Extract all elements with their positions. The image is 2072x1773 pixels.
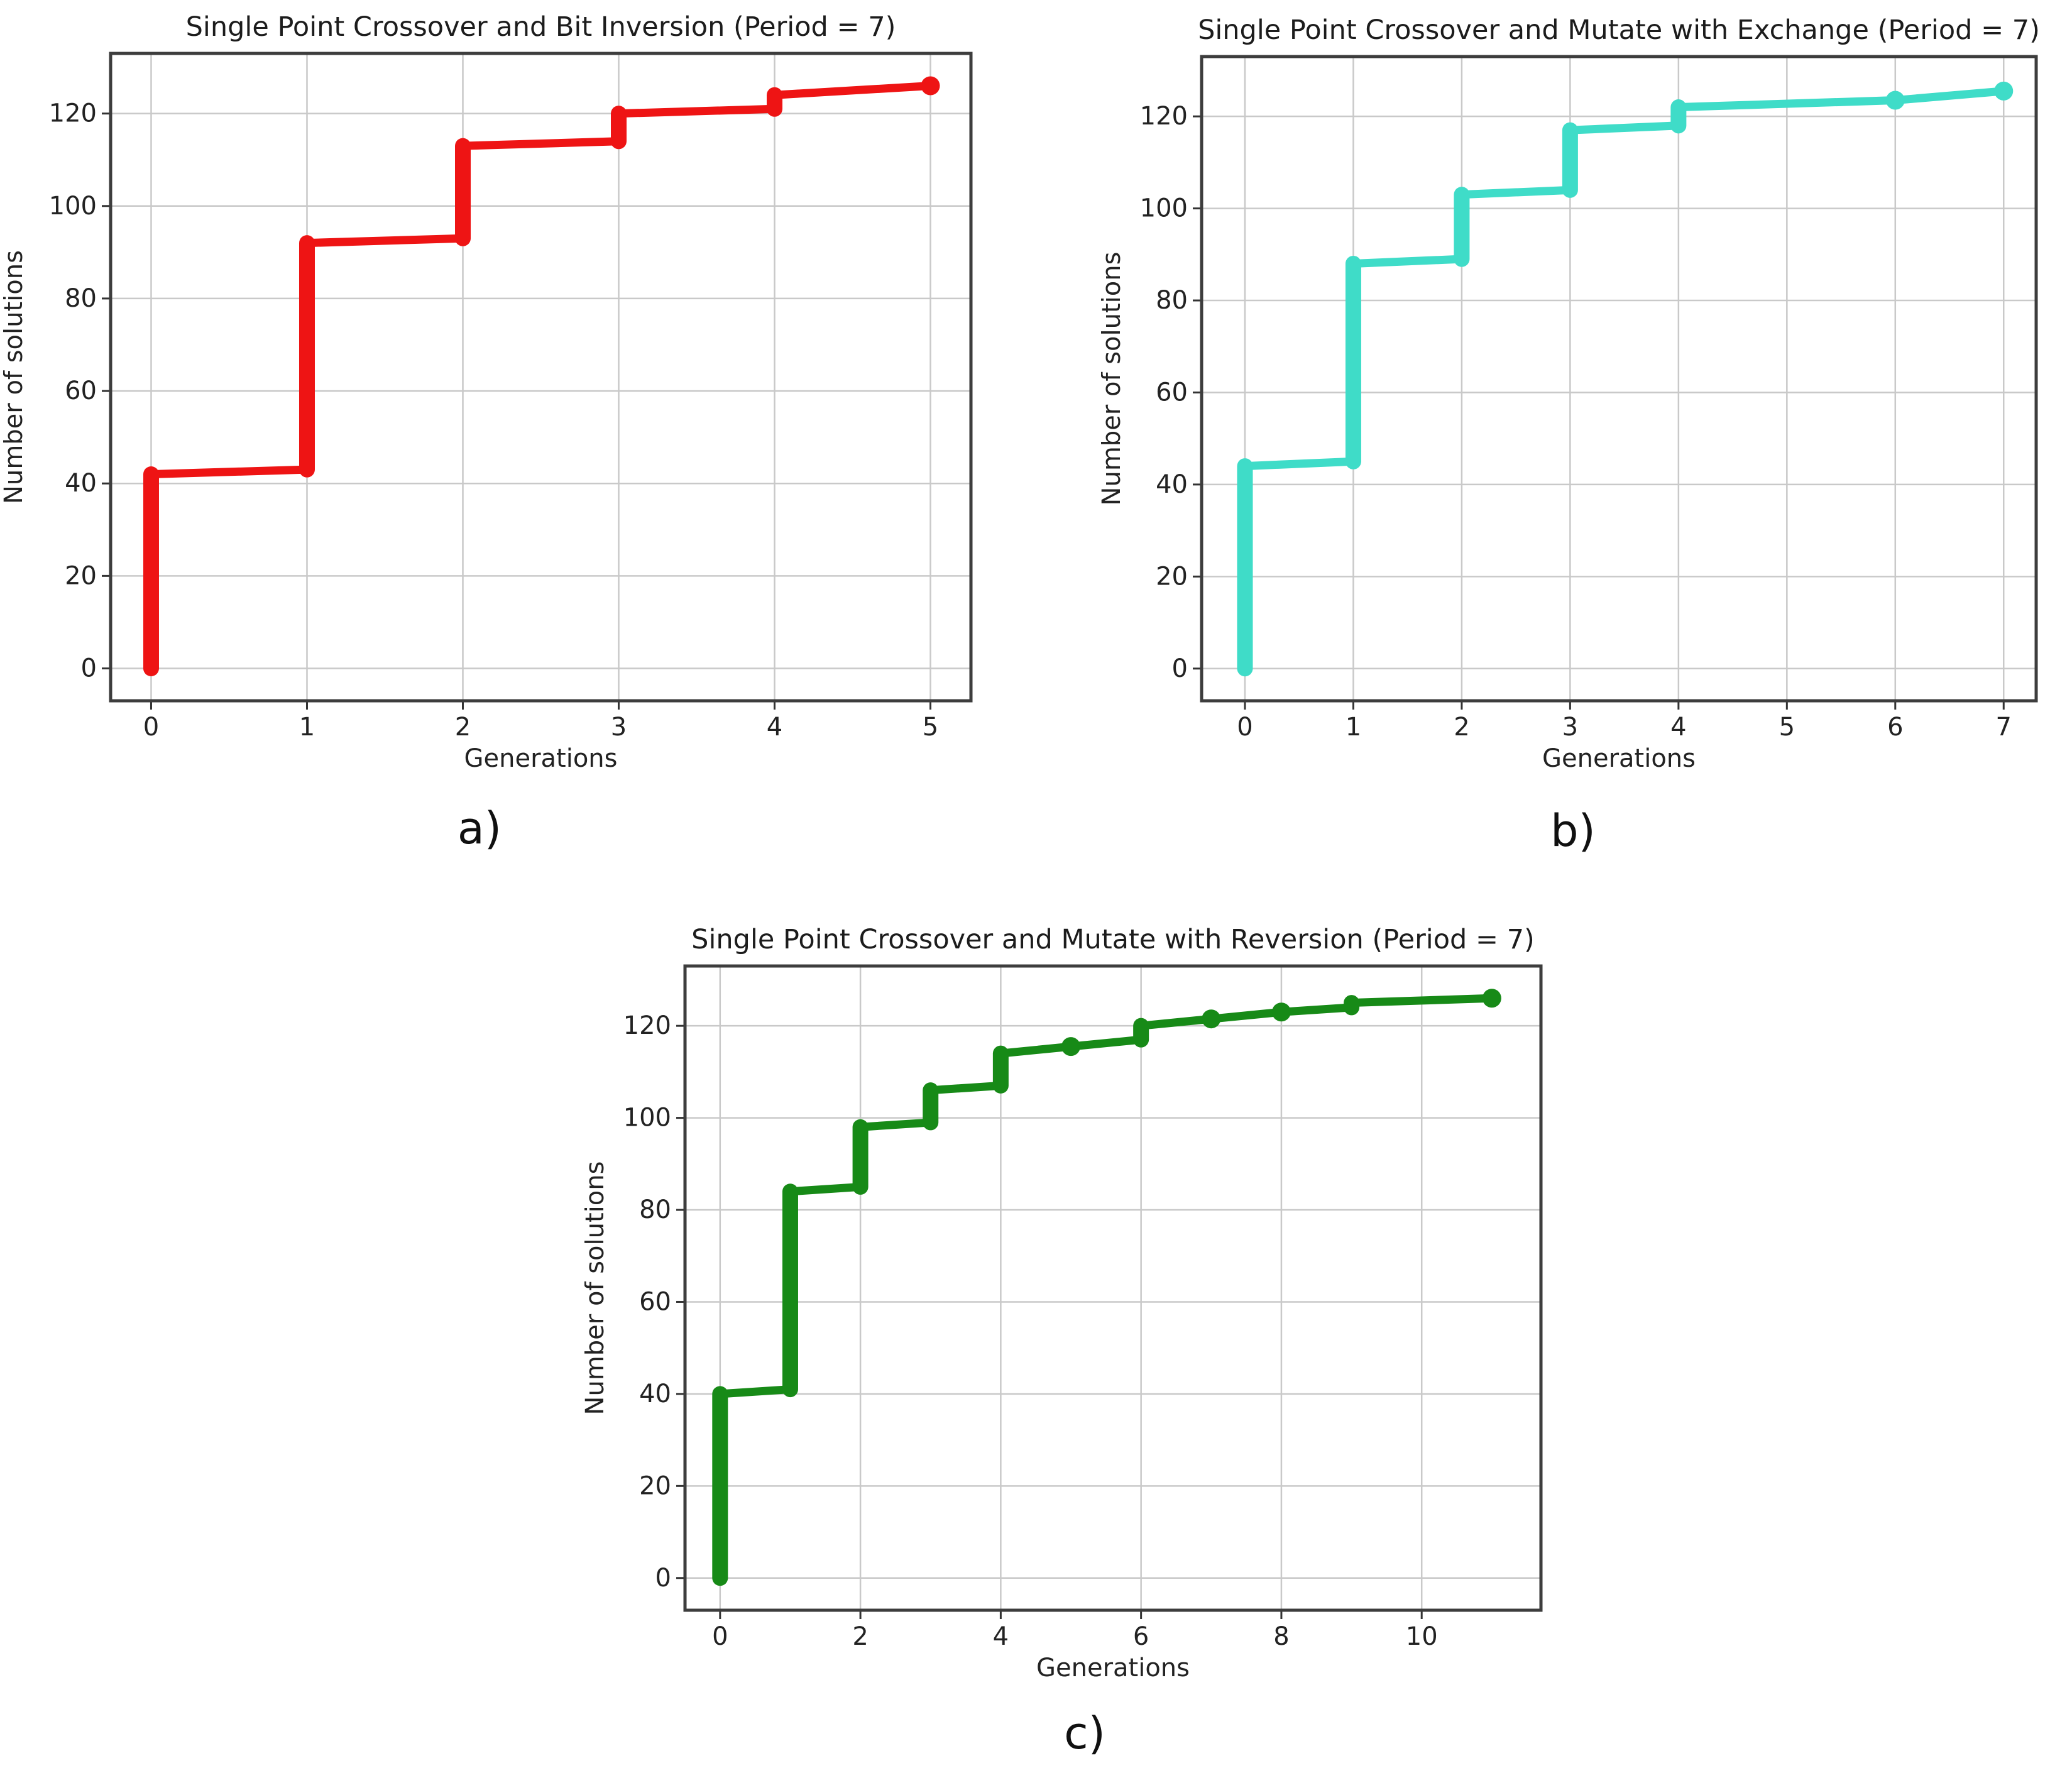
x-tick-label: 1: [1346, 713, 1361, 742]
subfigure-label-b: b): [1550, 805, 1596, 857]
subfigure-b: 0 1 2 3 4 5 6 7 0 20 40 60 80 100 120 Single Point Cros…: [1101, 3, 2072, 789]
x-tick-label: 7: [1996, 713, 2012, 742]
y-tick-label: 40: [639, 1380, 671, 1408]
y-axis-label: Number of solutions: [584, 1161, 610, 1415]
y-tick-label: 60: [1156, 378, 1188, 407]
x-tick-label: 4: [993, 1622, 1009, 1651]
subfigure-label-a: a): [457, 803, 502, 854]
y-tick-label: 40: [1156, 470, 1188, 499]
y-tick-label: 60: [65, 376, 97, 405]
x-tick-label: 6: [1133, 1622, 1149, 1651]
y-tick-label: 120: [623, 1011, 671, 1040]
chart-title: Single Point Crossover and Bit Inversion…: [186, 11, 896, 43]
x-tick-label: 6: [1887, 713, 1903, 742]
y-tick-label: 20: [1156, 562, 1188, 591]
subfigure-a: 0 1 2 3 4 5 0 20 40 60 80 100 120 Single Point Crosso…: [3, 3, 1002, 789]
data-line: [1241, 87, 2008, 673]
data-line: [146, 82, 935, 672]
data-line: [716, 994, 1496, 1583]
chart-b-canvas: 0 1 2 3 4 5 6 7 0 20 40 60 80 100 120 Single Point Cros…: [1101, 14, 2040, 773]
x-axis-label: Generations: [1036, 1654, 1190, 1682]
data-point-marker: [1271, 1002, 1291, 1022]
x-tick-label: 5: [923, 713, 938, 742]
x-tick-label: 0: [143, 713, 159, 742]
x-tick-label: 3: [1562, 713, 1578, 742]
x-tick-label: 4: [1670, 713, 1686, 742]
chart-title: Single Point Crossover and Mutate with E…: [1198, 14, 2040, 46]
plot-border: [1200, 55, 2038, 703]
data-point-marker: [1202, 1009, 1221, 1029]
data-point-marker: [1061, 1037, 1081, 1057]
y-tick-label: 20: [65, 561, 97, 590]
x-tick-label: 1: [299, 713, 315, 742]
x-tick-label: 2: [1454, 713, 1469, 742]
y-tick-label: 80: [1156, 286, 1188, 315]
data-point-marker: [1994, 81, 2014, 101]
x-tick-label: 0: [1237, 713, 1253, 742]
subfigure-label-c: c): [1064, 1708, 1105, 1759]
plot-border: [683, 964, 1543, 1612]
y-tick-label: 40: [65, 469, 97, 498]
y-tick-label: 100: [49, 192, 97, 221]
data-point-marker: [1885, 91, 1905, 110]
y-tick-label: 0: [655, 1564, 671, 1593]
x-tick-label: 0: [712, 1622, 728, 1651]
y-tick-label: 100: [1140, 194, 1188, 223]
data-point-marker: [921, 76, 940, 96]
chart-a-canvas: 0 1 2 3 4 5 0 20 40 60 80 100 120 Single Point Crosso…: [3, 11, 973, 773]
y-tick-label: 120: [1140, 102, 1188, 131]
x-axis-label: Generations: [464, 744, 618, 773]
y-tick-label: 80: [639, 1195, 671, 1224]
x-tick-label: 2: [852, 1622, 868, 1651]
y-tick-label: 100: [623, 1104, 671, 1133]
x-tick-label: 10: [1406, 1622, 1438, 1651]
y-tick-label: 20: [639, 1471, 671, 1500]
y-tick-label: 80: [65, 284, 97, 313]
data-point-marker: [1482, 989, 1501, 1008]
x-tick-label: 3: [611, 713, 627, 742]
subfigure-c: 0 2 4 6 8 10 0 20 40 60 80 100 120 Single Point Cross…: [584, 913, 1577, 1698]
y-tick-label: 0: [81, 654, 97, 683]
x-tick-label: 8: [1273, 1622, 1289, 1651]
y-tick-label: 120: [49, 99, 97, 128]
y-axis-label: Number of solutions: [1101, 252, 1126, 506]
x-tick-label: 4: [767, 713, 782, 742]
y-tick-label: 0: [1172, 654, 1188, 683]
x-tick-label: 2: [455, 713, 471, 742]
x-axis-label: Generations: [1542, 744, 1696, 773]
plot-border: [109, 52, 973, 703]
y-tick-label: 60: [639, 1287, 671, 1316]
x-tick-label: 5: [1779, 713, 1795, 742]
y-axis-label: Number of solutions: [3, 250, 28, 504]
chart-title: Single Point Crossover and Mutate with R…: [691, 924, 1535, 955]
